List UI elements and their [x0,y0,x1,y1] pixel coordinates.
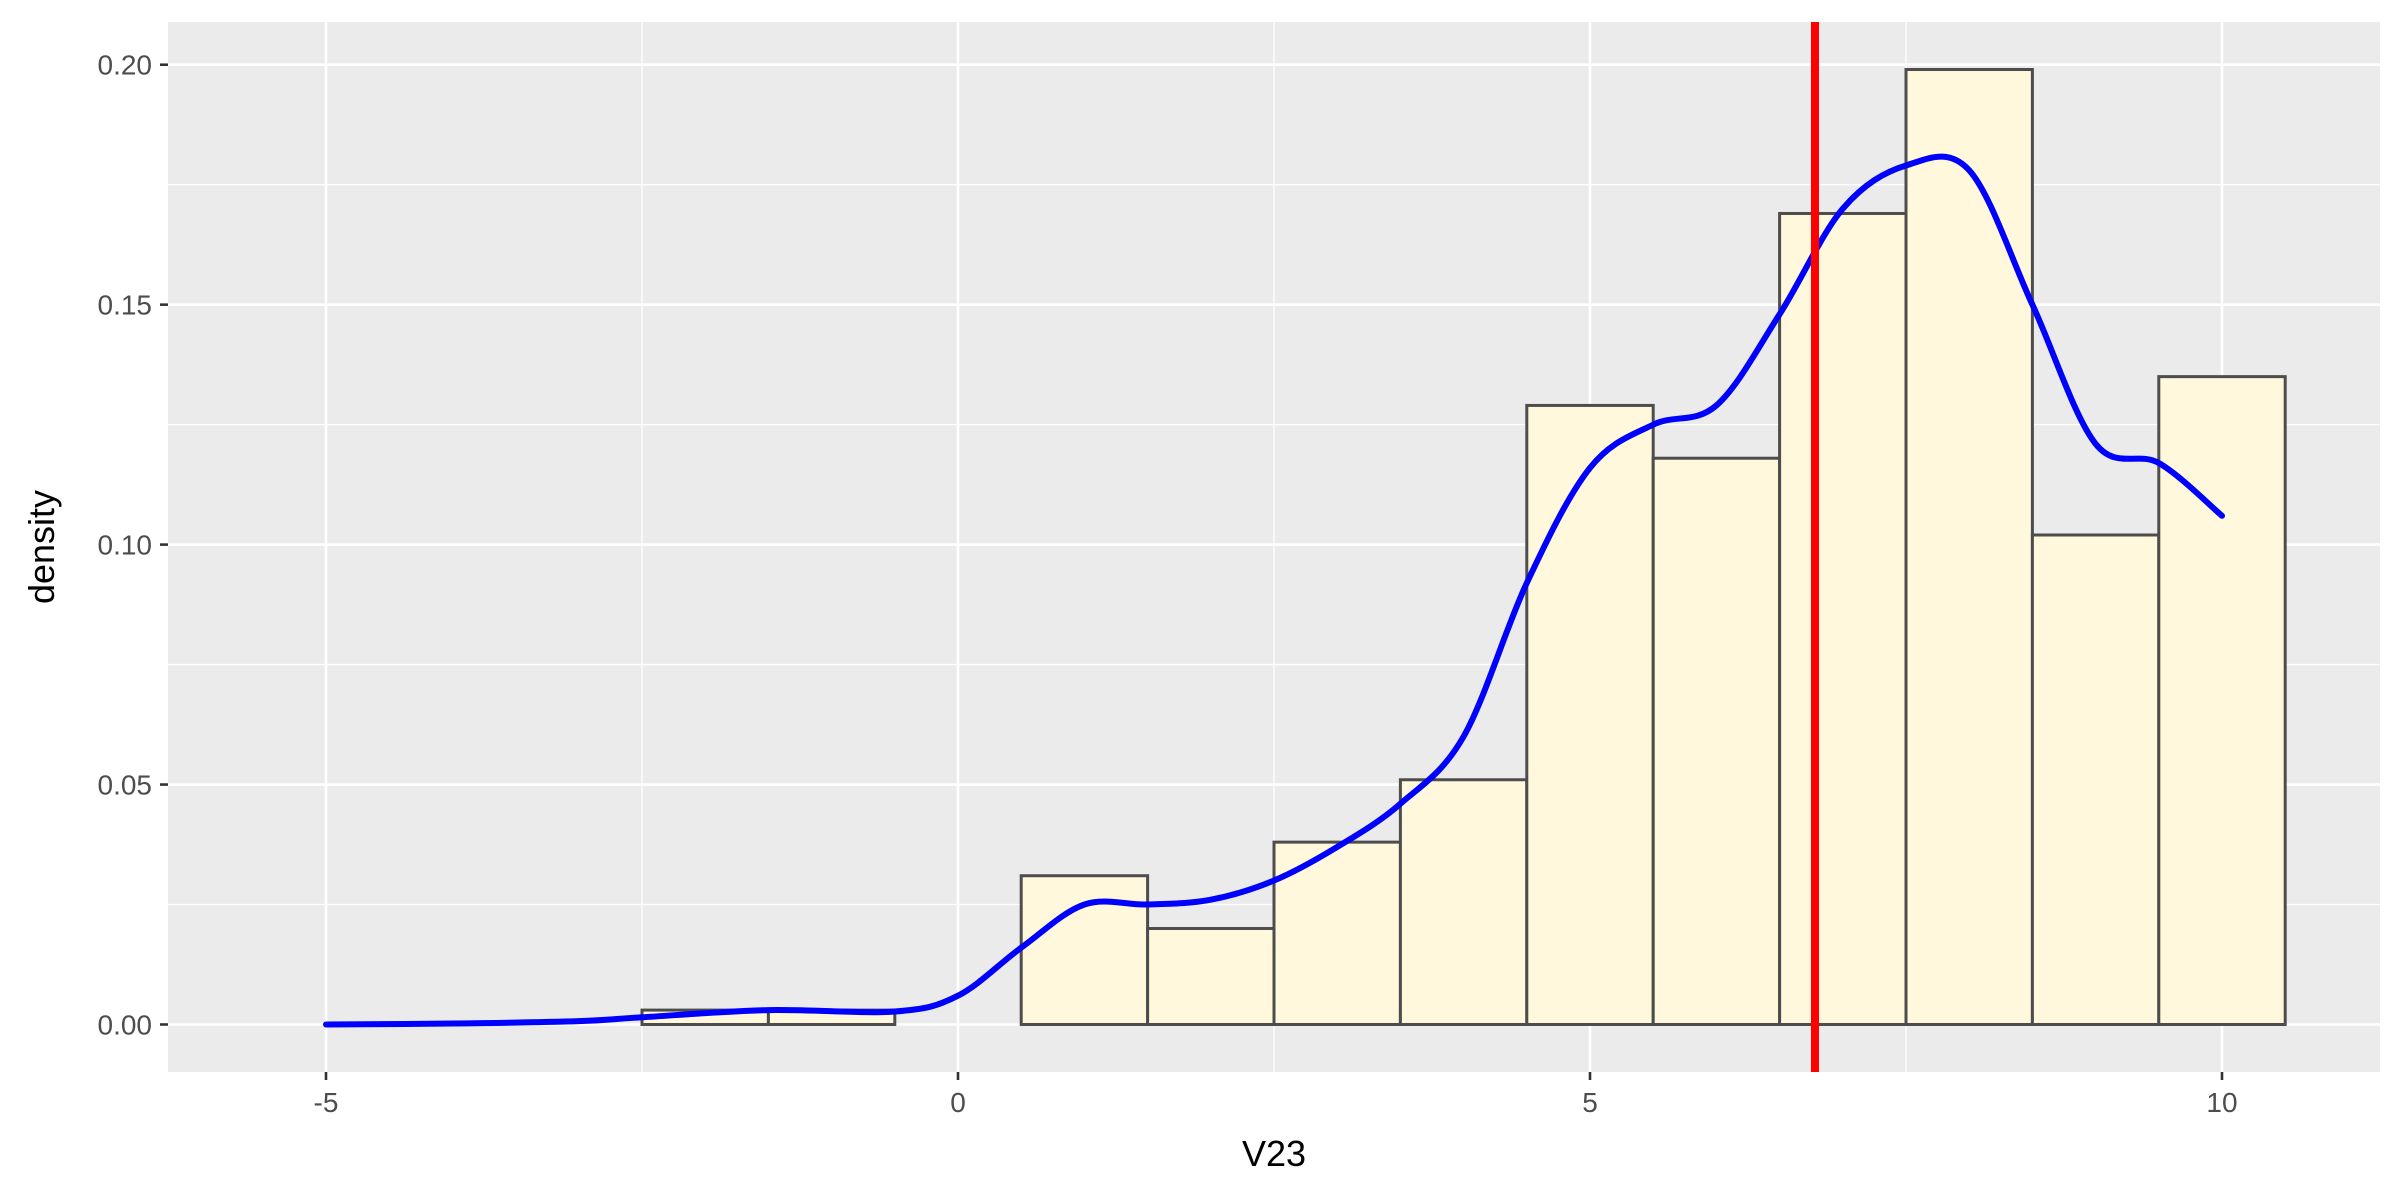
histogram-bar [1904,68,2034,1026]
x-tick-label: -5 [314,1087,339,1118]
y-tick-label: 0.20 [98,50,153,81]
histogram-bar [1398,778,1529,1026]
y-tick-label: 0.10 [98,530,153,561]
x-tick-label: 5 [1582,1087,1598,1118]
histogram-bar [1019,874,1150,1026]
histogram-bar [1651,456,1782,1026]
histogram-bar [2030,533,2161,1026]
histogram-bar [1778,211,1908,1026]
y-tick-label: 0.00 [98,1009,153,1040]
histogram-bar [1525,403,1655,1026]
x-axis: -5 0 5 10 [314,1072,2238,1118]
x-axis-title: V23 [1242,1133,1306,1174]
density-curve [323,153,2225,1028]
y-tick-label: 0.15 [98,290,153,321]
y-tick-label: 0.05 [98,770,153,801]
histogram-bar [1146,927,1276,1026]
x-tick-label: 10 [2206,1087,2237,1118]
histogram-bar [2157,375,2287,1026]
y-axis: 0.00 0.05 0.10 0.15 0.20 [98,50,168,1040]
density-curve-group [323,153,2225,1028]
x-tick-label: 0 [950,1087,966,1118]
y-axis-title: density [21,490,62,604]
